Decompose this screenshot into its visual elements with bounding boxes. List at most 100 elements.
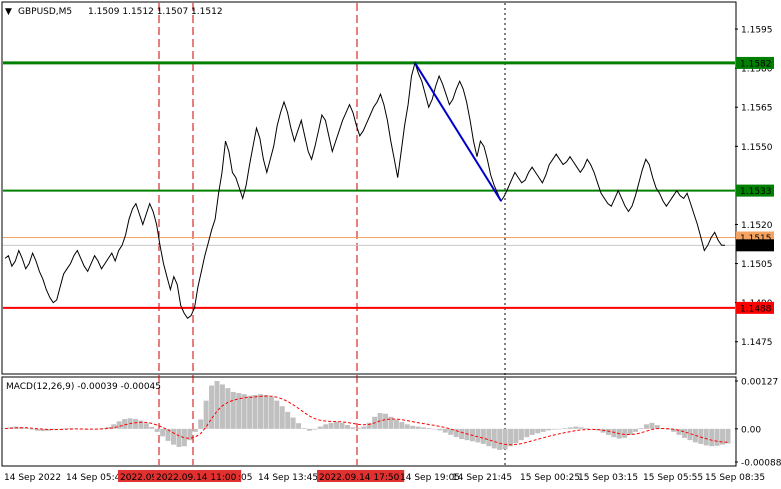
macd-panel-frame [1,376,737,467]
time-axis-label: 15 Sep 08:35 [705,473,765,483]
macd-histogram-bar [116,421,122,429]
macd-histogram-bar [491,428,497,449]
macd-histogram-bar [29,428,35,430]
macd-histogram-bar [480,428,486,444]
macd-histogram-bar [682,428,688,438]
macd-histogram-bar [524,428,530,438]
macd-histogram-bar [176,428,182,447]
macd-histogram-bar [714,428,720,446]
macd-histogram-bar [355,428,361,429]
time-axis-label: 14 Sep 21:45 [452,473,512,483]
macd-histogram-bar [676,428,682,435]
macd-histogram-bar [589,428,595,430]
time-axis-label: 14 Sep 19:05 [400,473,460,483]
macd-histogram-bar [584,428,590,429]
macd-histogram-bar [421,427,427,429]
macd-histogram-bar [132,419,138,429]
macd-histogram-bar [687,428,693,441]
macd-histogram-bar [622,428,628,438]
macd-histogram-bar [671,428,677,432]
macd-histogram-bar [40,428,46,432]
macd-histogram-bar [111,424,117,429]
time-axis-label: 2022.09 [120,473,157,483]
time-marker-tag [317,470,405,482]
macd-histogram-bar [306,428,312,431]
macd-histogram-bar [225,388,231,429]
macd-histogram-bar [67,428,73,429]
macd-histogram-bar [535,428,541,434]
macd-histogram-bar [350,427,356,429]
macd-histogram-bar [263,394,269,429]
macd-histogram-bar [160,428,166,437]
macd-histogram-bar [45,428,51,431]
macd-histogram-bar [149,426,155,429]
time-axis-label: 2022.09.14 17:50 [319,473,400,483]
macd-histogram-bar [605,428,611,435]
macd-histogram-bar [393,419,399,429]
macd-histogram-bar [154,428,160,432]
time-axis-label: 14 Sep 13:45 [258,473,318,483]
macd-header-label: MACD(12,26,9) -0.00039 -0.00045 [6,382,161,392]
macd-histogram-bar [214,381,220,429]
price-panel-frame [1,1,737,375]
macd-histogram-bar [51,428,57,430]
symbol-label: GBPUSD,M5 [18,7,72,17]
macd-histogram-bar [578,427,584,429]
macd-histogram-bar [448,428,454,435]
macd-histogram-bar [290,417,296,429]
chart-menu-arrow-icon[interactable]: ▼ [5,7,12,17]
price-axis-tick: 1.1565 [741,104,773,114]
macd-histogram-bar [437,428,443,431]
macd-histogram-bar [464,428,470,441]
macd-histogram-bar [209,385,215,429]
macd-histogram-bar [2,428,8,429]
macd-histogram-bar [562,428,568,429]
time-axis-label: 14 Sep 2022 [4,473,61,483]
macd-histogram-bar [611,428,617,438]
macd-histogram-bar [198,419,204,429]
macd-histogram-bar [334,422,340,429]
price-axis-tick: 1.1505 [741,260,773,270]
macd-histogram-bar [187,428,193,441]
macd-histogram-bar [366,422,372,429]
price-series-line [4,61,725,320]
macd-histogram-bar [633,428,639,432]
macd-histogram-bar [35,428,41,431]
macd-histogram-bar [383,413,389,429]
macd-histogram-bar [551,428,557,430]
macd-histogram-bar [143,423,149,429]
macd-histogram-bar [339,422,345,429]
macd-histogram-bar [497,428,503,450]
time-axis-label: 2022.09.14 11:00 [156,473,237,483]
macd-histogram-bar [573,426,579,429]
macd-histogram-bar [600,428,606,433]
macd-histogram-bar [344,425,350,429]
macd-histogram-bar [475,428,481,443]
macd-histogram-bar [279,406,285,429]
time-axis-label: 15 Sep 03:15 [578,473,638,483]
macd-histogram-bar [486,428,492,447]
time-marker-tag [154,470,242,482]
macd-histogram-bar [252,394,258,429]
macd-histogram-bar [410,425,416,429]
time-axis-label: 15 Sep 00:25 [520,473,580,483]
macd-histogram-bar [654,425,660,429]
macd-histogram-bar [518,428,524,441]
macd-histogram-bar [105,426,111,429]
macd-histogram-bar [556,428,562,430]
macd-histogram-bar [328,422,334,429]
macd-histogram-bar [203,400,209,429]
macd-histogram-bar [138,420,144,429]
macd-histogram-bar [181,428,187,447]
time-axis-label: :05 [238,473,252,483]
macd-histogram-bar [165,428,171,441]
level-tag-1.1488 [736,301,774,314]
price-axis-tick: 1.1580 [741,65,773,75]
level-tag-text-1.1515: 1.1515 [740,234,772,244]
macd-histogram-bar [725,428,731,444]
macd-histogram-bar [241,394,247,429]
macd-histogram-bar [230,391,236,429]
macd-histogram-bar [638,428,644,429]
macd-histogram-bar [388,416,394,429]
